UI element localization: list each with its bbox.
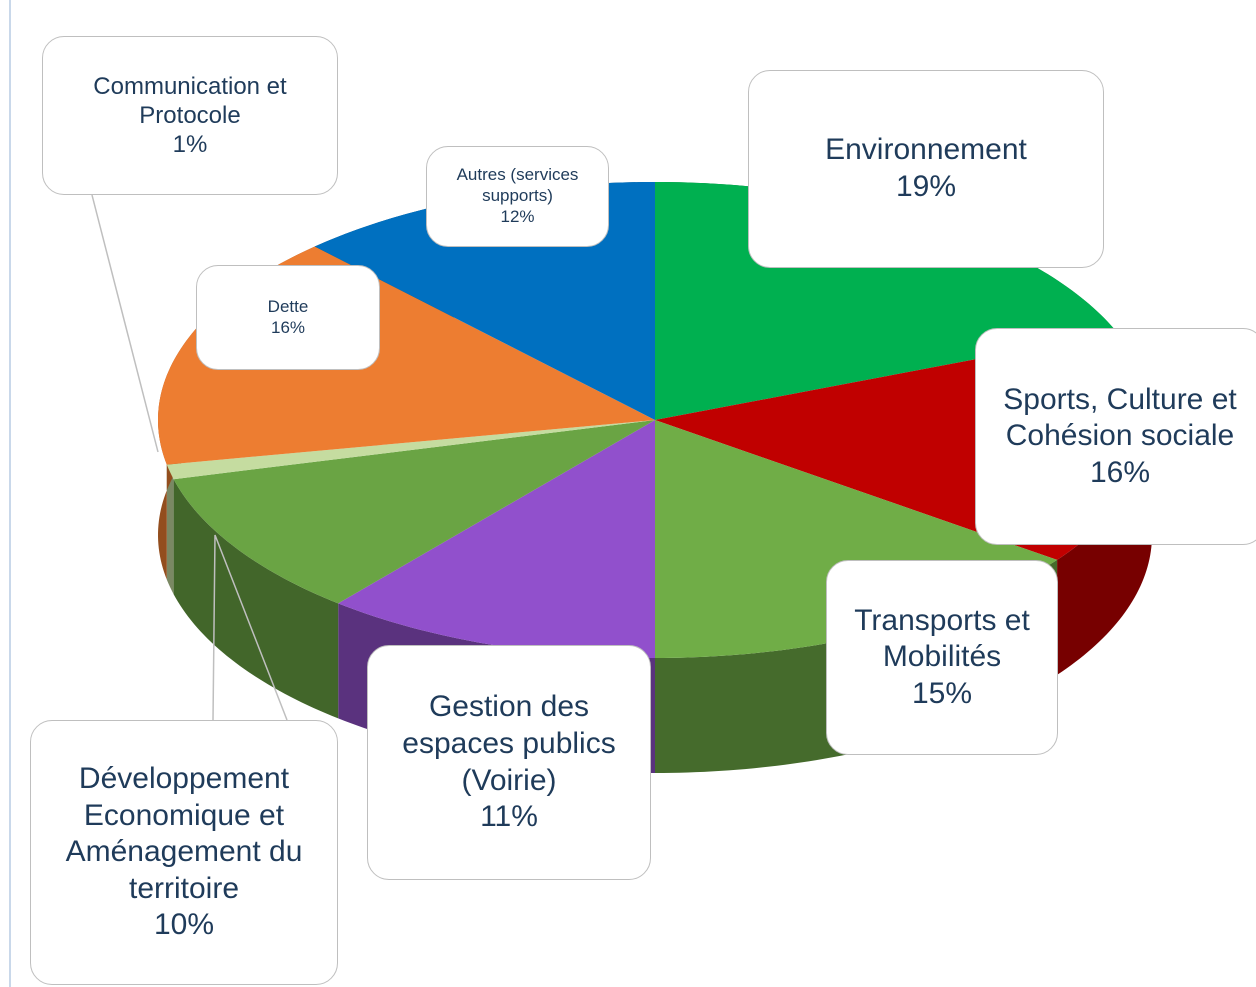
leader-line	[212, 534, 288, 721]
value-label: 1%	[172, 131, 208, 159]
value-label: 16%	[270, 317, 306, 337]
category: Autres (services supports)	[456, 165, 579, 206]
data-label: Sports, Culture et Cohésion sociale 16%	[975, 328, 1256, 545]
value-label: 19%	[895, 170, 957, 203]
category: Transports et Mobilités	[854, 603, 1030, 674]
category: Gestion des espaces publics (Voirie)	[402, 690, 616, 797]
leader-lines	[91, 194, 288, 721]
slice-side	[166, 464, 174, 595]
category: Communication et Protocole	[93, 72, 287, 129]
leader-line	[91, 194, 159, 453]
slice	[166, 420, 656, 480]
data-label: Communication et Protocole 1%	[42, 36, 338, 195]
category: Sports, Culture et Cohésion sociale	[1003, 382, 1237, 453]
data-label: Environnement 19%	[748, 70, 1104, 268]
data-label: Transports et Mobilités 15%	[826, 560, 1058, 755]
category: Dette	[267, 296, 309, 316]
slice	[173, 420, 655, 604]
value-label: 10%	[153, 908, 215, 942]
category: Développement Economique et Aménagement …	[65, 762, 303, 905]
value-label: 12%	[500, 206, 535, 226]
data-label: Autres (services supports) 12%	[426, 146, 609, 247]
value-label: 16%	[1089, 455, 1151, 489]
slice	[338, 420, 655, 658]
data-label: Gestion des espaces publics (Voirie) 11%	[367, 645, 651, 880]
data-label: Dette 16%	[196, 265, 380, 370]
category: Environnement	[825, 133, 1027, 167]
value-label: 15%	[911, 676, 973, 710]
data-label: Développement Economique et Aménagement …	[30, 720, 338, 985]
value-label: 11%	[480, 800, 538, 834]
